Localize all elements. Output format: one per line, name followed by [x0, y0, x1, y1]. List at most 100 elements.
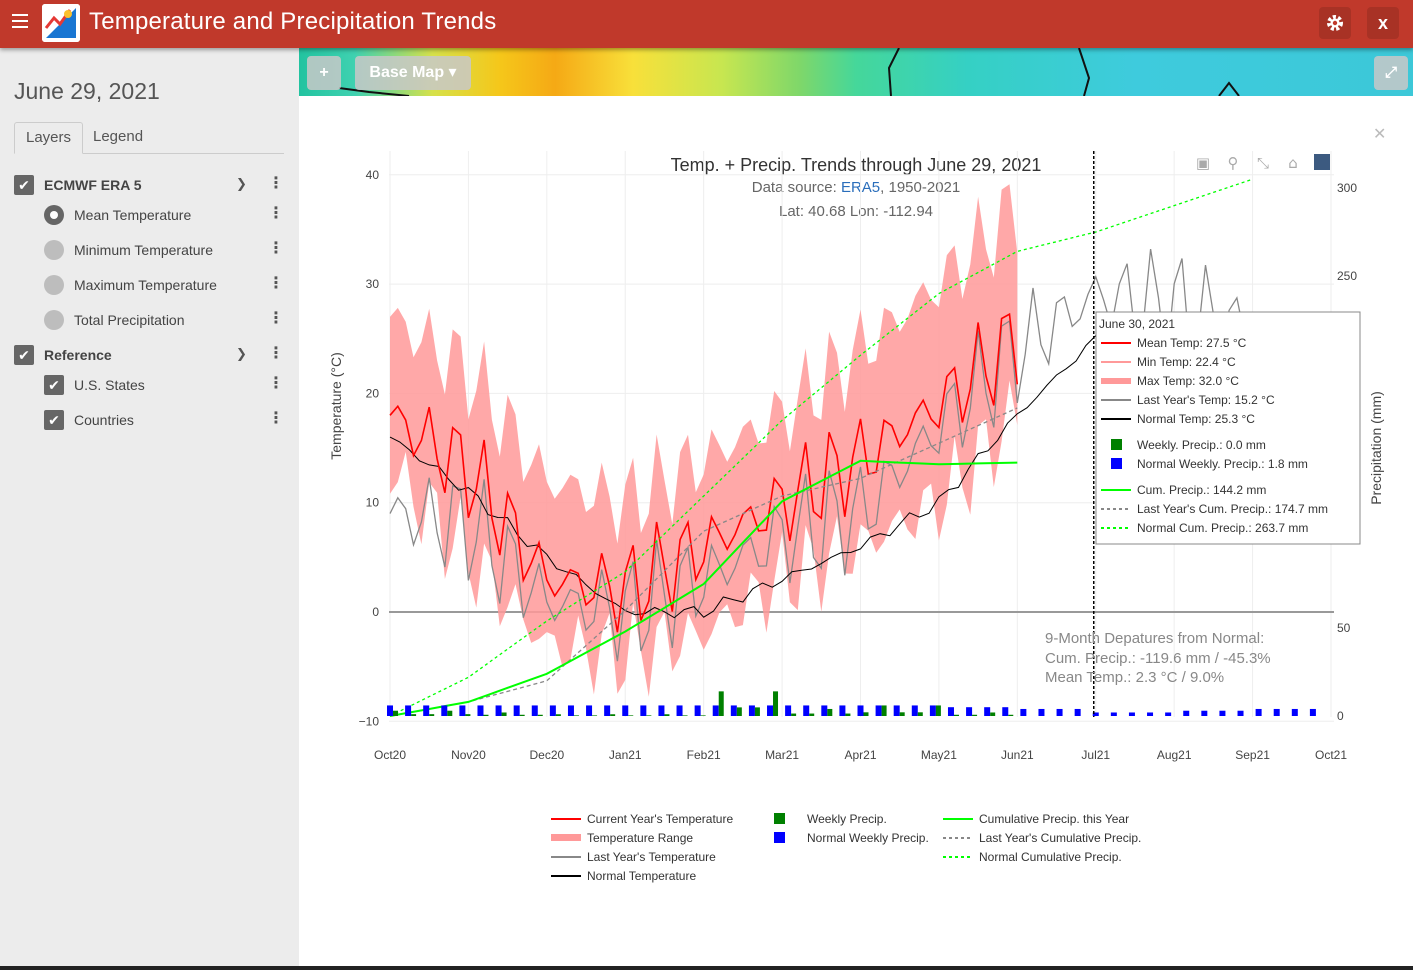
departures-cum-precip: Cum. Precip.: -119.6 mm / -45.3% — [1045, 650, 1271, 667]
more-options-icon[interactable]: ⋮ — [268, 345, 284, 362]
y-axis-label: Temperature (°C) — [328, 352, 344, 460]
x-tick-label: Sep21 — [1235, 748, 1270, 762]
more-options-icon[interactable]: ⋮ — [268, 240, 284, 257]
temperature-range-band — [390, 184, 1018, 697]
weekly-precip-bar — [465, 714, 471, 716]
app-logo — [42, 4, 80, 42]
basemap-button[interactable]: Base Map ▾ — [355, 56, 471, 90]
checkbox-era5[interactable]: ✔ — [14, 175, 34, 195]
settings-button[interactable] — [1319, 7, 1351, 39]
layers-sidebar: June 29, 2021 Layers Legend ✔ ECMWF ERA … — [0, 48, 299, 970]
normal-weekly-precip-bar — [929, 705, 936, 716]
normal-weekly-precip-bar — [459, 705, 466, 716]
x-tick-label: Oct21 — [1315, 748, 1347, 762]
y-tick-label: 0 — [372, 605, 379, 619]
radio-total-precipitation[interactable] — [44, 310, 64, 330]
tooltip-row: Mean Temp: 27.5 °C — [1137, 336, 1247, 350]
layer-item-minimum-temperature[interactable]: Minimum Temperature ⋮ — [14, 239, 284, 261]
tooltip-row: Max Temp: 32.0 °C — [1137, 374, 1239, 388]
layer-item-us-states[interactable]: ✔ U.S. States ⋮ — [14, 374, 284, 396]
tooltip-date: June 30, 2021 — [1099, 317, 1175, 331]
legend-swatch — [551, 834, 581, 841]
tab-legend[interactable]: Legend — [93, 128, 144, 145]
map-view[interactable]: + Base Map ▾ ⤢ — [299, 48, 1413, 96]
weekly-precip-bar — [664, 714, 670, 716]
plotly-logo-icon — [1314, 154, 1330, 170]
normal-weekly-precip-bar — [966, 707, 973, 716]
x-tick-label: Jan21 — [609, 748, 642, 762]
legend-item: Normal Cumulative Precip. — [979, 850, 1122, 864]
more-options-icon[interactable]: ⋮ — [268, 410, 284, 427]
layer-item-label: Countries — [74, 412, 134, 428]
normal-weekly-precip-bar — [785, 705, 792, 716]
normal-weekly-precip-bar — [803, 705, 810, 716]
checkbox-reference[interactable]: ✔ — [14, 345, 34, 365]
normal-weekly-precip-bar — [622, 705, 629, 716]
layer-group-era5[interactable]: ✔ ECMWF ERA 5 ❯ ⋮ — [14, 174, 284, 196]
layer-item-mean-temperature[interactable]: Mean Temperature ⋮ — [14, 204, 284, 226]
normal-weekly-precip-bar — [1110, 712, 1117, 716]
radio-mean-temperature[interactable] — [44, 205, 64, 225]
more-options-icon[interactable]: ⋮ — [268, 310, 284, 327]
radio-minimum-temperature[interactable] — [44, 240, 64, 260]
expand-icon[interactable]: ⤢ — [1374, 56, 1408, 90]
more-options-icon[interactable]: ⋮ — [268, 205, 284, 222]
weekly-precip-bar — [953, 714, 959, 716]
x-tick-label: Oct20 — [374, 748, 406, 762]
more-options-icon[interactable]: ⋮ — [268, 375, 284, 392]
departures-mean-temp: Mean Temp.: 2.3 °C / 9.0% — [1045, 669, 1224, 686]
normal-weekly-precip-bar — [839, 705, 846, 716]
layer-group-reference[interactable]: ✔ Reference ❯ ⋮ — [14, 344, 284, 366]
weekly-precip-bar — [682, 715, 688, 716]
checkbox-us-states[interactable]: ✔ — [44, 375, 64, 395]
legend-item: Last Year's Cumulative Precip. — [979, 831, 1141, 845]
checkbox-countries[interactable]: ✔ — [44, 410, 64, 430]
chevron-down-icon[interactable]: ❯ — [236, 176, 247, 191]
weekly-precip-bar — [573, 715, 579, 716]
chart-close-icon[interactable]: ✕ — [1373, 126, 1387, 143]
normal-weekly-precip-bar — [712, 705, 719, 716]
weekly-precip-bar — [447, 710, 453, 716]
current-temperature-line — [389, 312, 1019, 633]
normal-weekly-precip-bar — [1183, 710, 1190, 716]
x-tick-label: Jul21 — [1081, 748, 1110, 762]
legend-swatch — [774, 813, 785, 824]
normal-weekly-precip-bar — [586, 705, 593, 716]
normal-weekly-precip-bar — [1255, 708, 1262, 716]
tooltip-row: Last Year's Temp: 15.2 °C — [1137, 393, 1275, 407]
weekly-precip-bar — [628, 715, 634, 716]
normal-weekly-precip-bar — [531, 705, 538, 716]
weekly-precip-bar — [555, 714, 561, 716]
normal-weekly-precip-bar — [1165, 712, 1172, 716]
tooltip-row: Normal Cum. Precip.: 263.7 mm — [1137, 521, 1308, 535]
close-button[interactable]: x — [1367, 7, 1399, 39]
tab-layers[interactable]: Layers — [14, 122, 84, 154]
radio-maximum-temperature[interactable] — [44, 275, 64, 295]
zoom-in-button[interactable]: + — [307, 56, 341, 90]
chart-title: Temp. + Precip. Trends through June 29, … — [671, 155, 1042, 175]
x-tick-label: Apr21 — [844, 748, 876, 762]
weekly-precip-bar — [736, 707, 742, 716]
layer-item-countries[interactable]: ✔ Countries ⋮ — [14, 409, 284, 431]
normal-weekly-precip-bar — [875, 705, 882, 716]
y2-tick-label: 0 — [1337, 709, 1344, 723]
y-tick-label: 20 — [366, 386, 380, 400]
layer-item-label: Minimum Temperature — [74, 242, 214, 258]
tooltip-row: Last Year's Cum. Precip.: 174.7 mm — [1137, 502, 1328, 516]
normal-weekly-precip-bar — [821, 705, 828, 716]
legend-item: Normal Temperature — [587, 869, 696, 883]
weekly-precip-bar — [501, 712, 507, 716]
normal-weekly-precip-bar — [1219, 710, 1226, 716]
y2-tick-label: 300 — [1337, 181, 1357, 195]
tooltip-swatch — [1101, 378, 1131, 384]
chevron-down-icon[interactable]: ❯ — [236, 346, 247, 361]
layer-item-total-precipitation[interactable]: Total Precipitation ⋮ — [14, 309, 284, 331]
more-options-icon[interactable]: ⋮ — [268, 275, 284, 292]
last-year-cumulative-precip-line — [389, 407, 1018, 717]
layer-item-maximum-temperature[interactable]: Maximum Temperature ⋮ — [14, 274, 284, 296]
normal-weekly-precip-bar — [1291, 708, 1298, 716]
tooltip-row: Normal Temp: 25.3 °C — [1137, 412, 1255, 426]
tooltip-row: Normal Weekly. Precip.: 1.8 mm — [1137, 457, 1308, 471]
menu-icon[interactable] — [12, 14, 28, 30]
more-options-icon[interactable]: ⋮ — [268, 175, 284, 192]
